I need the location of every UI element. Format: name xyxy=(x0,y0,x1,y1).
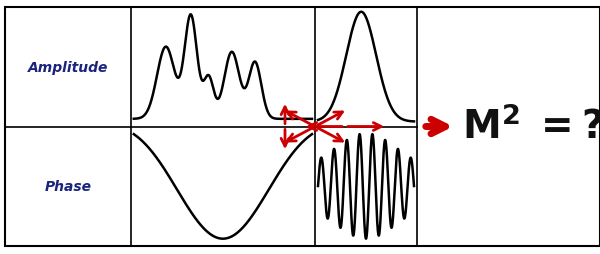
Text: Phase: Phase xyxy=(44,180,91,194)
Text: $\mathbf{M}^{\mathbf{2}}$ $\mathbf{=?}$: $\mathbf{M}^{\mathbf{2}}$ $\mathbf{=?}$ xyxy=(462,107,600,147)
Text: Amplitude: Amplitude xyxy=(28,60,108,74)
